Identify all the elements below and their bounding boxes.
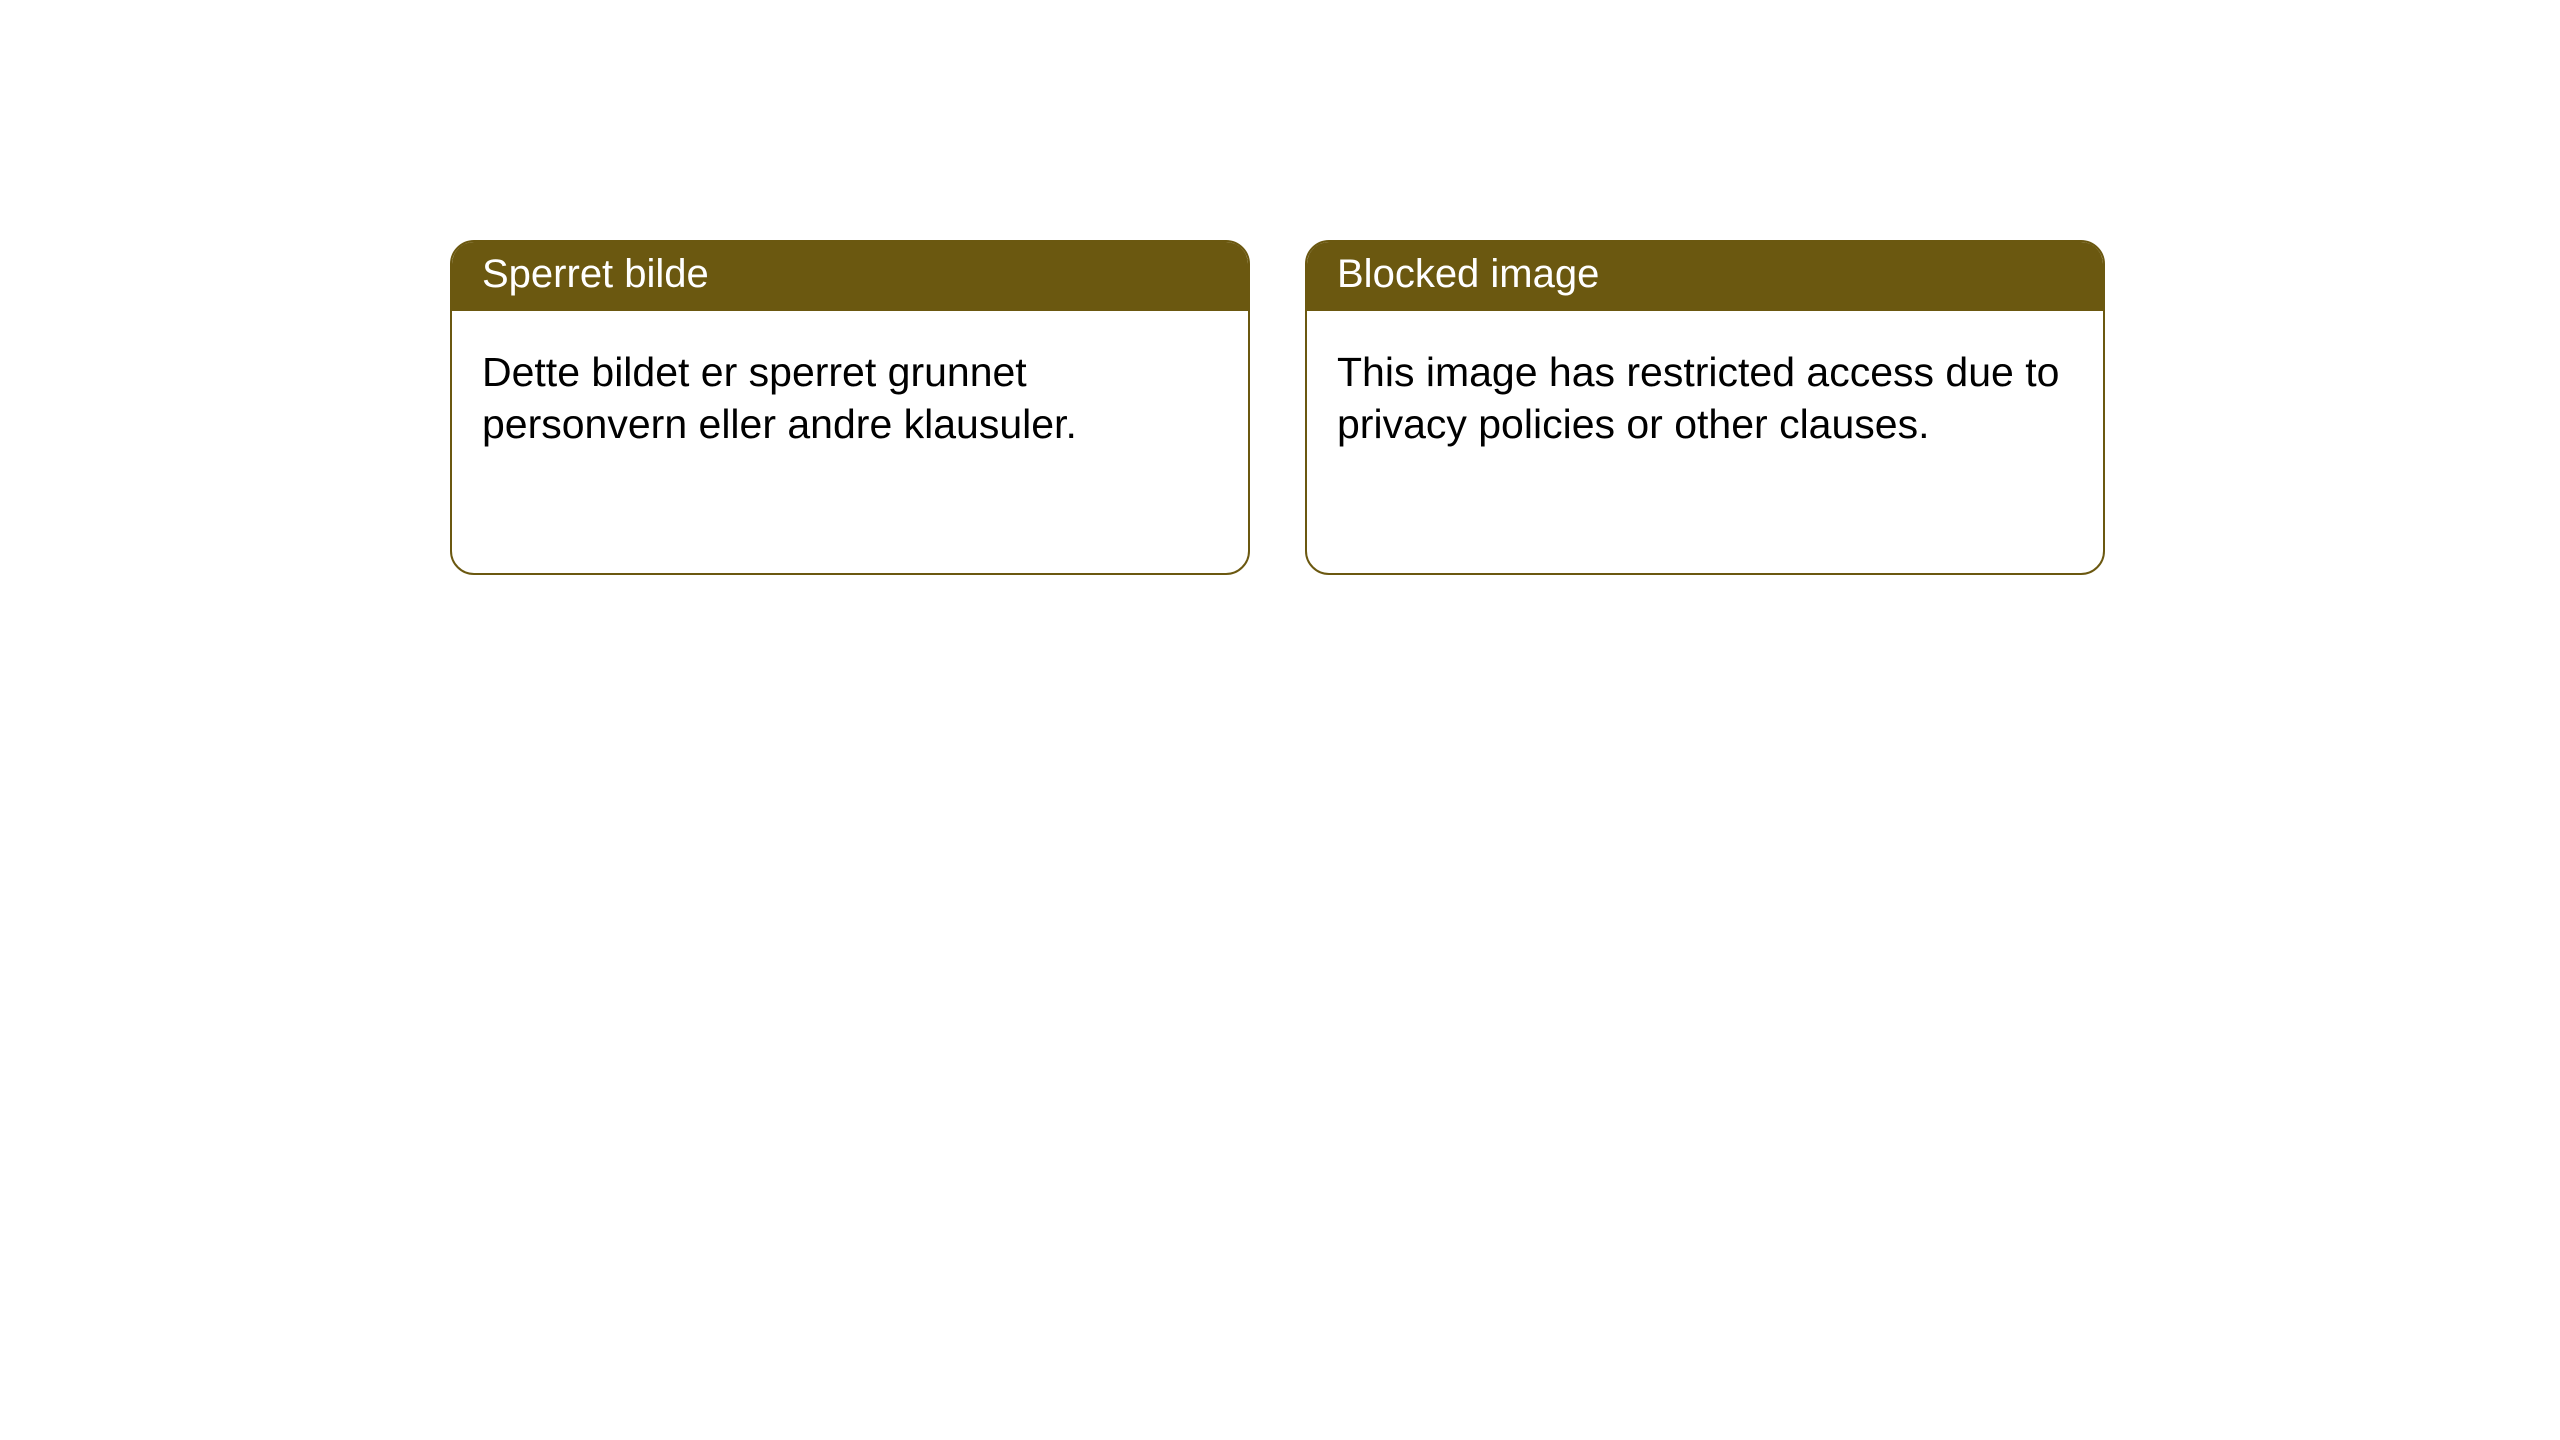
notice-header: Blocked image	[1307, 242, 2103, 311]
notice-header: Sperret bilde	[452, 242, 1248, 311]
notice-cards-container: Sperret bilde Dette bildet er sperret gr…	[450, 240, 2105, 575]
notice-card-norwegian: Sperret bilde Dette bildet er sperret gr…	[450, 240, 1250, 575]
notice-card-english: Blocked image This image has restricted …	[1305, 240, 2105, 575]
notice-body: This image has restricted access due to …	[1307, 311, 2103, 486]
notice-body: Dette bildet er sperret grunnet personve…	[452, 311, 1248, 486]
